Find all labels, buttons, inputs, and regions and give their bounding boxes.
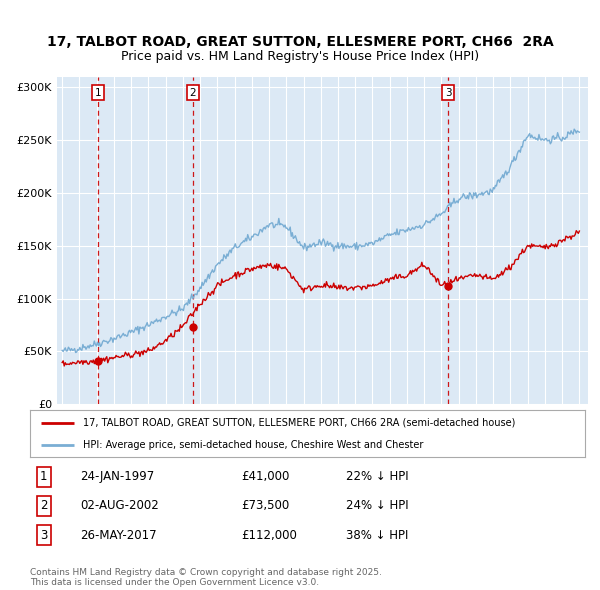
Text: HPI: Average price, semi-detached house, Cheshire West and Chester: HPI: Average price, semi-detached house,… <box>83 440 423 450</box>
Text: £73,500: £73,500 <box>241 499 289 513</box>
Text: 1: 1 <box>95 87 101 97</box>
Text: 3: 3 <box>445 87 452 97</box>
Text: 02-AUG-2002: 02-AUG-2002 <box>80 499 158 513</box>
Text: 2: 2 <box>190 87 196 97</box>
Text: 2: 2 <box>40 499 47 513</box>
Text: £41,000: £41,000 <box>241 470 289 483</box>
Text: 24-JAN-1997: 24-JAN-1997 <box>80 470 154 483</box>
Text: 1: 1 <box>40 470 47 483</box>
Text: 17, TALBOT ROAD, GREAT SUTTON, ELLESMERE PORT, CH66  2RA: 17, TALBOT ROAD, GREAT SUTTON, ELLESMERE… <box>47 35 553 50</box>
Text: £112,000: £112,000 <box>241 529 297 542</box>
Text: Price paid vs. HM Land Registry's House Price Index (HPI): Price paid vs. HM Land Registry's House … <box>121 50 479 63</box>
Text: Contains HM Land Registry data © Crown copyright and database right 2025.
This d: Contains HM Land Registry data © Crown c… <box>30 568 382 587</box>
Text: 38% ↓ HPI: 38% ↓ HPI <box>346 529 409 542</box>
Text: 17, TALBOT ROAD, GREAT SUTTON, ELLESMERE PORT, CH66 2RA (semi-detached house): 17, TALBOT ROAD, GREAT SUTTON, ELLESMERE… <box>83 418 515 428</box>
Text: 22% ↓ HPI: 22% ↓ HPI <box>346 470 409 483</box>
Text: 24% ↓ HPI: 24% ↓ HPI <box>346 499 409 513</box>
Text: 26-MAY-2017: 26-MAY-2017 <box>80 529 157 542</box>
Text: 3: 3 <box>40 529 47 542</box>
